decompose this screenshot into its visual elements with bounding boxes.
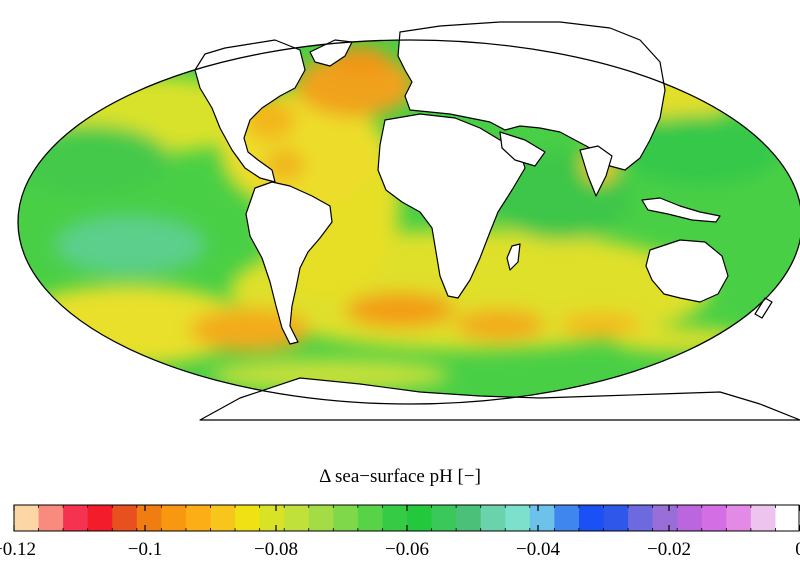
- land-masses: [194, 21, 800, 421]
- world-map: [17, 21, 800, 421]
- colorbar-swatch: [63, 505, 89, 531]
- colorbar-swatch: [112, 505, 138, 531]
- colorbar-swatch: [431, 505, 457, 531]
- colorbar-swatch: [210, 505, 236, 531]
- colorbar-swatch: [87, 505, 113, 531]
- australia: [645, 239, 729, 303]
- globe-outline: [17, 39, 800, 405]
- colorbar-swatch: [701, 505, 727, 531]
- south-america: [245, 181, 333, 345]
- colorbar-swatch: [480, 505, 506, 531]
- colorbar-swatch: [382, 505, 408, 531]
- colorbar-swatch: [456, 505, 482, 531]
- colorbar-swatch: [308, 505, 334, 531]
- colorbar-swatch: [407, 505, 433, 531]
- colorbar-tick-label: −0.06: [385, 539, 429, 560]
- colorbar-swatch: [578, 505, 605, 531]
- colorbar-swatch: [726, 505, 752, 531]
- colorbar-tick-label: −0.04: [516, 539, 560, 560]
- colorbar-swatch: [750, 505, 777, 531]
- colorbar-tick-label: −0.02: [647, 539, 691, 560]
- colorbar-title: Δ sea−surface pH [−]: [319, 466, 481, 487]
- colorbar-swatch: [628, 505, 654, 531]
- colorbar-tick-label: −0.12: [0, 539, 36, 560]
- new-zealand: [754, 297, 773, 319]
- colorbar-swatch: [677, 505, 703, 531]
- colorbar-swatch: [284, 505, 310, 531]
- colorbar-swatch: [333, 505, 359, 531]
- colorbar-tick-label: −0.08: [254, 539, 298, 560]
- colorbar-swatch: [136, 505, 162, 531]
- colorbar-swatch: [14, 505, 40, 531]
- madagascar: [506, 243, 521, 271]
- greenland: [309, 39, 353, 67]
- india: [579, 145, 613, 197]
- colorbar-swatch: [529, 505, 555, 531]
- colorbar-swatch: [161, 505, 187, 531]
- colorbar-swatch: [775, 505, 800, 531]
- colorbar-swatch: [554, 505, 580, 531]
- africa: [377, 113, 526, 299]
- colorbar-swatch: [38, 505, 64, 531]
- colorbar-tick-label: −0.1: [127, 539, 163, 560]
- colorbar-tick-label: 0: [795, 539, 800, 560]
- colorbar-swatch: [185, 505, 212, 531]
- colorbar-swatch: [603, 505, 629, 531]
- colorbar-swatch: [235, 505, 261, 531]
- eurasia: [397, 21, 666, 171]
- colorbar-swatch: [652, 505, 678, 531]
- colorbar-swatch: [357, 505, 384, 531]
- arabia: [499, 131, 546, 167]
- colorbar: [13, 504, 800, 532]
- colorbar-swatch: [259, 505, 285, 531]
- indonesia: [641, 197, 721, 223]
- north-america: [194, 39, 306, 183]
- colorbar-swatch: [505, 505, 531, 531]
